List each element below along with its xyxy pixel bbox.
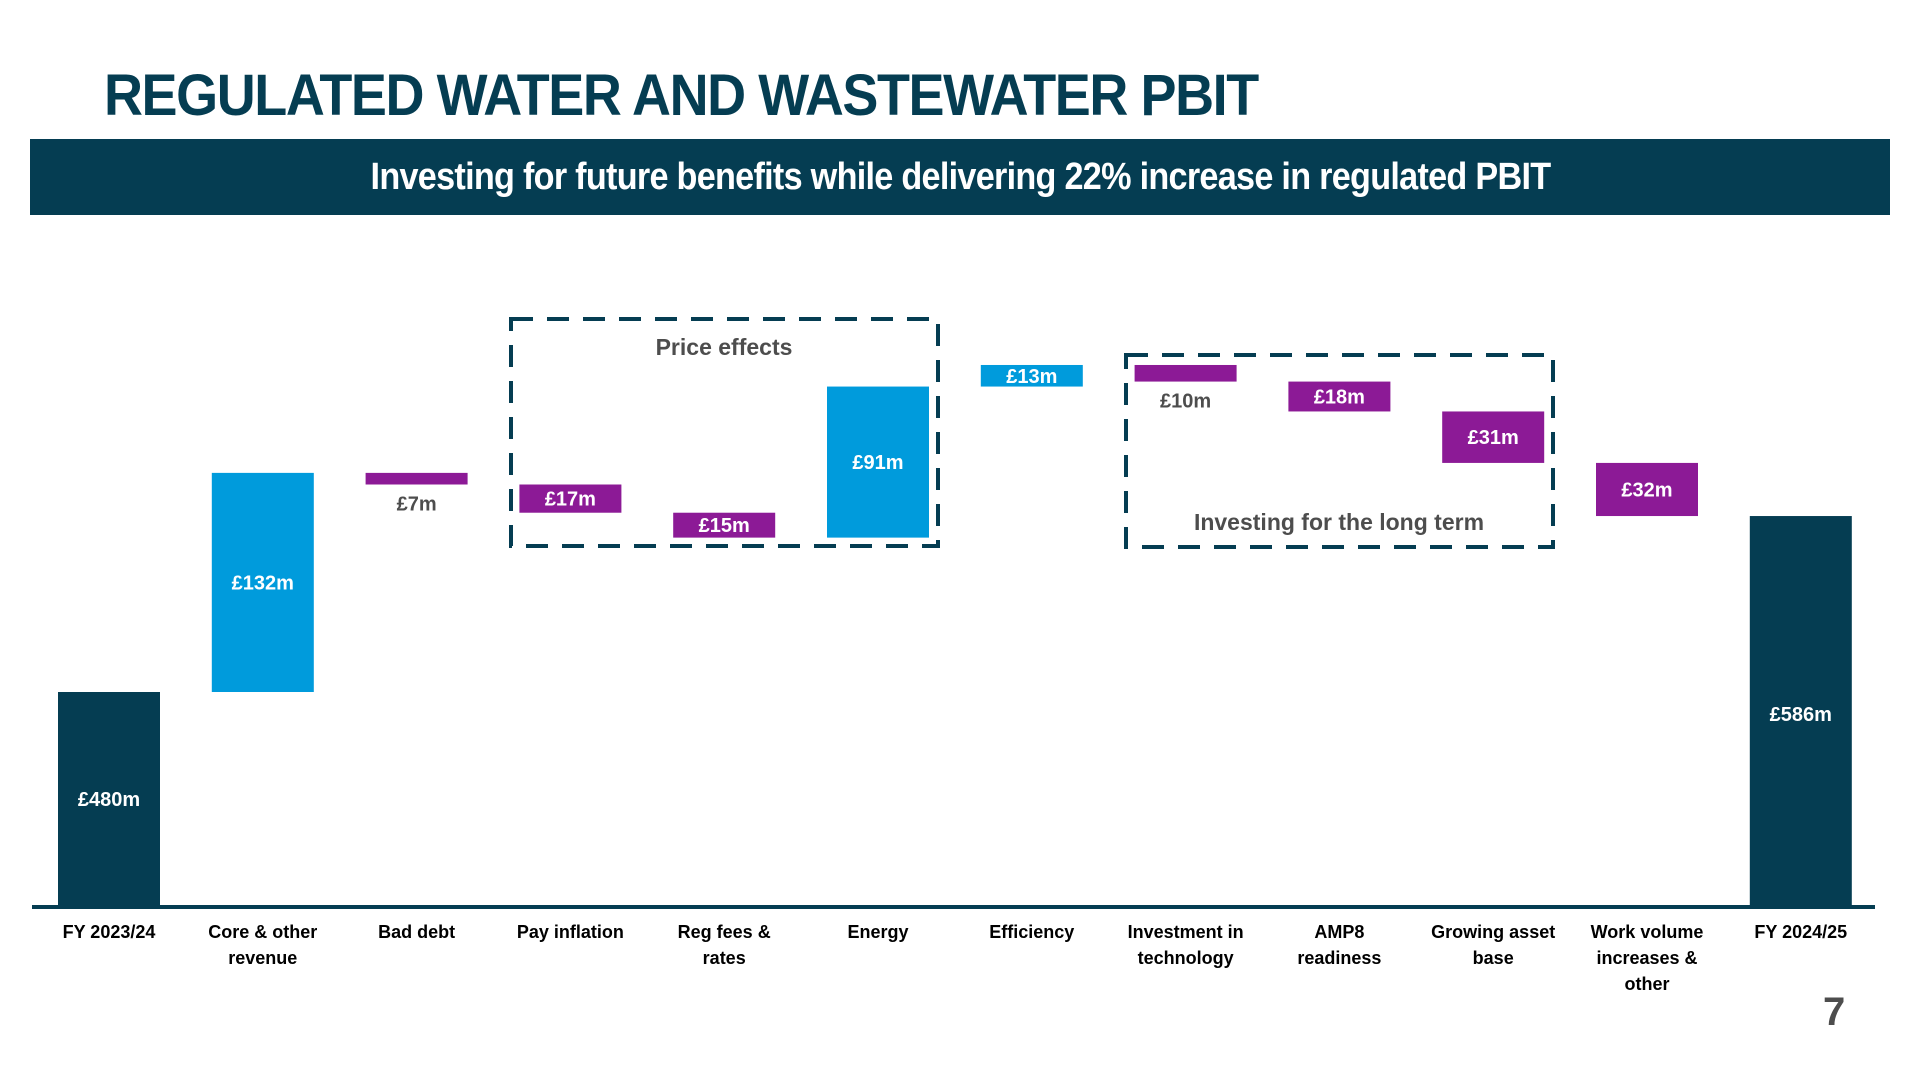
slide-title: REGULATED WATER AND WASTEWATER PBIT (104, 63, 1259, 128)
data-label: £13m (1006, 366, 1057, 388)
category-label: Investment in technology (1127, 922, 1244, 968)
data-label: £91m (852, 452, 903, 474)
data-label: £586m (1770, 704, 1832, 726)
x-axis-line (32, 905, 1875, 909)
category-label: Reg fees & rates (677, 922, 771, 968)
headline-banner: Investing for future benefits while deli… (30, 139, 1890, 215)
bar-core-other-revenue (211, 472, 314, 692)
category-label: FY 2023/24 (62, 922, 156, 942)
bar-work-volume-increases-other (1596, 462, 1698, 517)
annotation-frame-2 (1124, 353, 1555, 549)
category-label: AMP8 readiness (1297, 922, 1382, 968)
category-label: Growing asset base (1431, 922, 1556, 968)
data-label: £132m (232, 572, 294, 594)
category-label: Bad debt (378, 922, 456, 942)
bar-fy-2023-24 (58, 692, 160, 905)
page-number: 7 (1823, 990, 1846, 1034)
bar-pay-inflation (519, 484, 622, 513)
bar-efficiency (980, 364, 1083, 387)
data-label: £17m (545, 489, 596, 511)
category-label: Energy (847, 922, 909, 942)
bar-investment-in-technology (1134, 364, 1237, 382)
annotation-frame-1 (509, 317, 940, 548)
annotation-label-2: Investing for the long term (1194, 509, 1484, 535)
category-label: Core & other revenue (208, 922, 318, 968)
bar-energy (827, 386, 929, 538)
annotation-label-1: Price effects (656, 334, 793, 360)
headline-text: Investing for future benefits while deli… (370, 155, 1551, 198)
bar-growing-asset-base (1442, 411, 1545, 463)
bar-amp8-readiness (1288, 381, 1391, 412)
data-label: £18m (1314, 387, 1365, 409)
bar-bad-debt (365, 472, 468, 485)
data-label: £32m (1621, 479, 1672, 501)
bar-reg-fees-rates (673, 512, 776, 538)
data-label: £15m (699, 515, 750, 537)
data-label: £480m (78, 789, 140, 811)
category-label: Work volume increases & other (1590, 922, 1704, 994)
category-label: FY 2024/25 (1754, 922, 1848, 942)
data-label: £10m (1160, 391, 1211, 413)
bar-fy-2024-25 (1749, 516, 1852, 905)
category-label: Pay inflation (516, 922, 624, 942)
category-label: Efficiency (989, 922, 1075, 942)
data-label: £31m (1468, 427, 1519, 449)
data-label: £7m (397, 494, 437, 516)
